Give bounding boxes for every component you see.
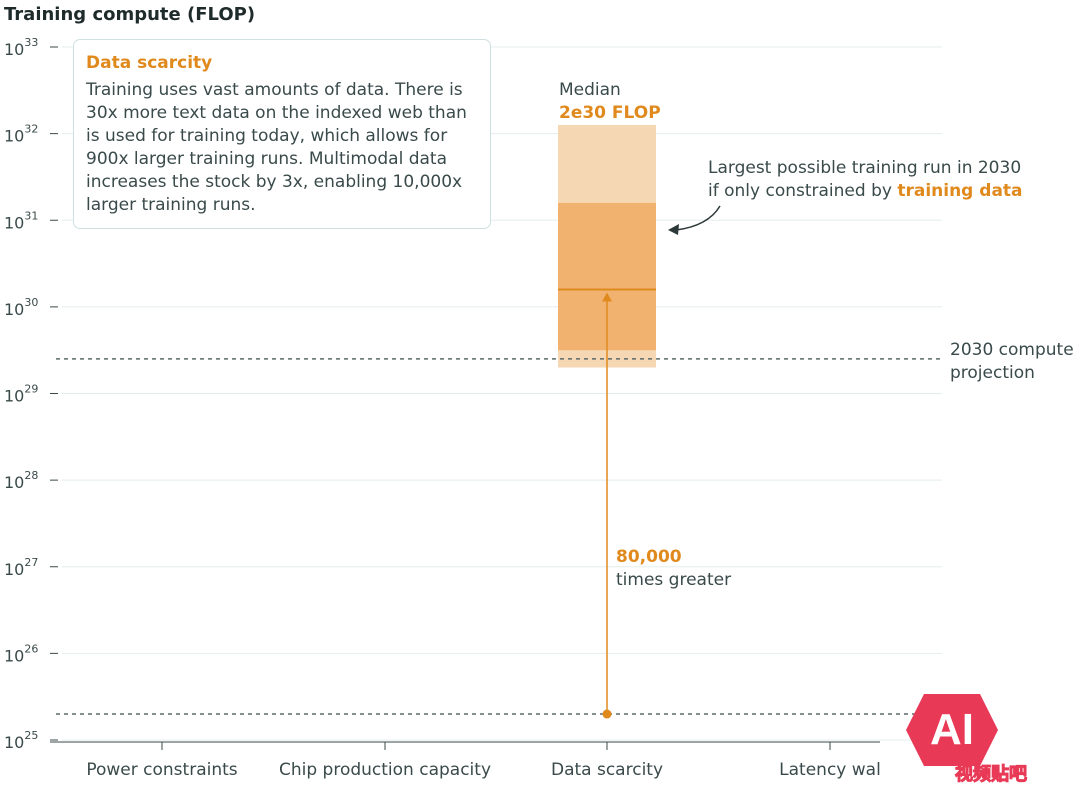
projection-label-line1: 2030 compute: [950, 340, 1074, 360]
x-tick-label: Power constraints: [86, 760, 237, 780]
x-tick-label: Chip production capacity: [279, 760, 491, 780]
largest-run-label-line2: if only constrained by training data: [708, 181, 1023, 201]
callout-body: Training uses vast amounts of data. Ther…: [86, 80, 467, 215]
times-greater-value: 80,000: [616, 547, 682, 567]
y-tick-label: 1033: [4, 36, 38, 59]
data-scarcity-callout: Data scarcity Training uses vast amounts…: [73, 39, 491, 229]
svg-text:AI: AI: [930, 705, 974, 754]
watermark-text: 视频贴吧: [955, 764, 1028, 786]
callout-title: Data scarcity: [86, 53, 213, 73]
growth-arrow-origin: [602, 709, 612, 719]
y-tick-label: 1028: [4, 469, 38, 492]
largest-run-pointer-curve: [675, 205, 721, 231]
largest-run-label-line1: Largest possible training run in 2030: [708, 158, 1021, 178]
projection-label-line2: projection: [950, 363, 1035, 383]
y-tick-label: 1025: [4, 729, 38, 752]
y-tick-label: 1032: [4, 123, 38, 146]
largest-run-pointer-head: [668, 224, 679, 235]
times-greater-label: times greater: [616, 570, 731, 590]
chart-title: Training compute (FLOP): [4, 4, 255, 25]
x-tick-label: Latency wal: [779, 760, 881, 780]
y-tick-label: 1026: [4, 642, 38, 665]
y-tick-label: 1031: [4, 209, 38, 232]
y-tick-label: 1030: [4, 296, 38, 319]
growth-arrow-head: [602, 292, 612, 302]
watermark-logo: AI: [906, 694, 998, 766]
y-tick-label: 1029: [4, 383, 38, 406]
y-tick-label: 1027: [4, 556, 38, 579]
median-label: Median: [559, 80, 621, 100]
median-value: 2e30 FLOP: [559, 103, 661, 123]
x-tick-label: Data scarcity: [551, 760, 663, 780]
